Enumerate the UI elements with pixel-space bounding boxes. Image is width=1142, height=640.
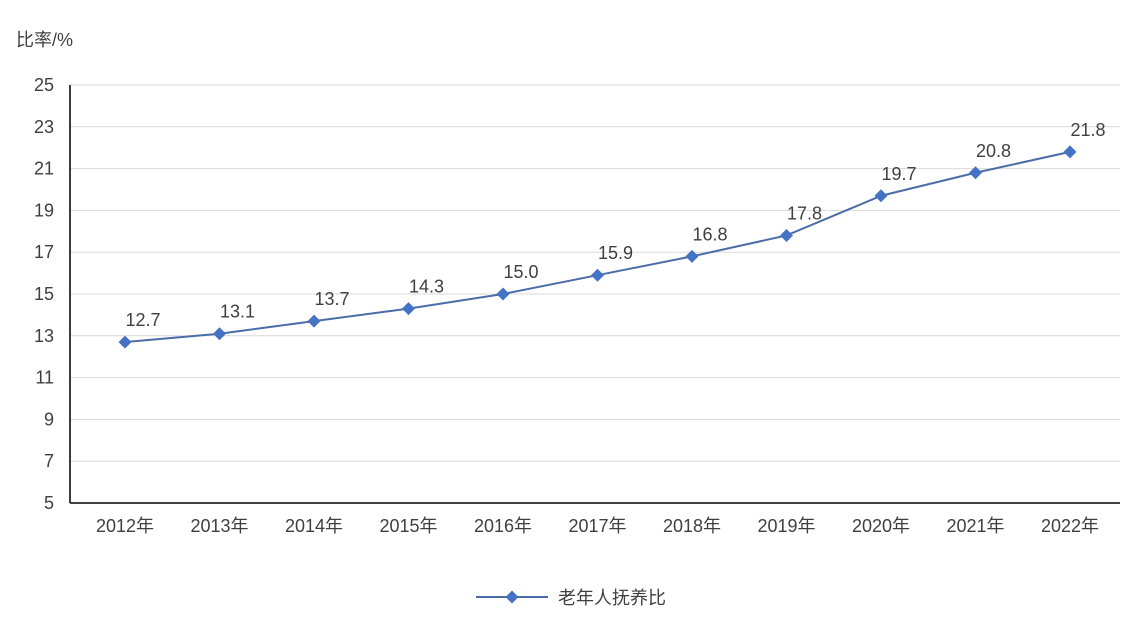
x-tick-label: 2021年 (946, 516, 1004, 536)
x-tick-label: 2019年 (757, 516, 815, 536)
data-label: 21.8 (1070, 120, 1105, 140)
y-tick-label: 7 (44, 451, 54, 471)
axes (69, 85, 1120, 504)
data-point-marker (1063, 145, 1077, 159)
series-老年人抚养比 (118, 145, 1077, 349)
legend-label: 老年人抚养比 (558, 588, 666, 608)
data-label: 15.0 (503, 262, 538, 282)
legend-line-marker-icon (476, 590, 548, 604)
data-point-marker (402, 302, 415, 316)
y-tick-label: 13 (34, 326, 54, 346)
data-label: 12.7 (125, 310, 160, 330)
gridlines (70, 84, 1120, 504)
data-label: 13.1 (220, 302, 255, 322)
y-tick-label: 5 (44, 493, 54, 513)
x-tick-label: 2014年 (285, 516, 343, 536)
y-tick-label: 9 (44, 409, 54, 429)
data-point-marker (874, 189, 888, 203)
data-point-marker (118, 335, 132, 349)
y-axis-tick-labels: 5 7 9 11 13 15 17 19 21 23 25 (34, 75, 54, 513)
data-point-marker (685, 249, 699, 263)
x-tick-label: 2016年 (474, 516, 532, 536)
x-tick-label: 2013年 (190, 516, 248, 536)
y-tick-label: 21 (34, 159, 54, 179)
data-label: 19.7 (881, 164, 916, 184)
data-point-marker (496, 287, 510, 301)
y-tick-label: 15 (34, 284, 54, 304)
x-tick-label: 2020年 (852, 516, 910, 536)
legend: 老年人抚养比 (0, 584, 1142, 610)
y-tick-label: 23 (34, 117, 54, 137)
y-tick-label: 17 (34, 242, 54, 262)
data-label: 16.8 (692, 224, 727, 244)
y-tick-label: 25 (34, 75, 54, 95)
data-point-marker (780, 228, 793, 242)
x-tick-label: 2018年 (663, 516, 721, 536)
y-tick-label: 19 (34, 200, 54, 220)
data-point-marker (213, 327, 226, 341)
y-tick-label: 11 (35, 368, 54, 388)
x-tick-label: 2012年 (96, 516, 154, 536)
data-point-marker (591, 268, 604, 282)
data-labels: 12.7 13.1 13.7 14.3 15.0 15.9 16.8 17.8 19.7 20.8… (125, 120, 1105, 330)
x-tick-label: 2015年 (379, 516, 437, 536)
x-tick-label: 2017年 (568, 516, 626, 536)
data-point-marker (307, 314, 321, 328)
x-tick-label: 2022年 (1041, 516, 1099, 536)
data-label: 14.3 (409, 277, 444, 297)
x-axis-tick-labels: 2012年 2013年 2014年 2015年 2016年 2017年 2018年 2019年… (96, 516, 1099, 536)
data-label: 15.9 (598, 243, 633, 263)
y-axis-title: 比率/% (16, 30, 74, 50)
data-label: 20.8 (976, 141, 1011, 161)
data-point-marker (969, 166, 982, 180)
data-label: 17.8 (787, 203, 822, 223)
data-label: 13.7 (314, 289, 349, 309)
